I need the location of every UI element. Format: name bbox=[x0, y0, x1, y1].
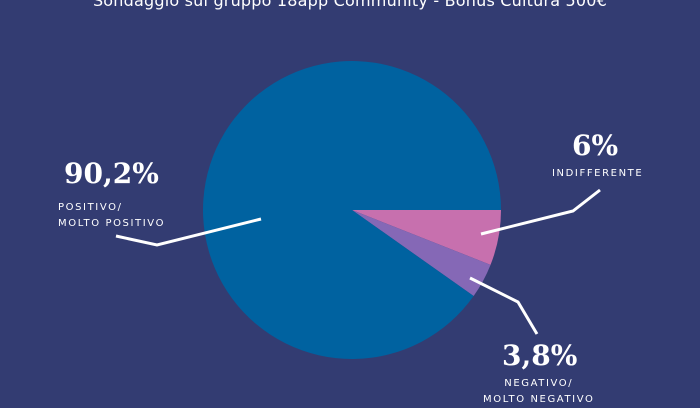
leader-line-positivo bbox=[115, 217, 262, 247]
slice-label-positivo-line-2: MOLTO POSITIVO bbox=[58, 218, 166, 229]
slice-label-positivo: POSITIVO/ MOLTO POSITIVO bbox=[58, 200, 165, 232]
leader-line-negativo bbox=[469, 276, 539, 335]
slice-negativo bbox=[352, 210, 491, 297]
slice-label-indifferente: INDIFFERENTE bbox=[552, 166, 643, 182]
slice-label-negativo-line-2: MOLTO NEGATIVO bbox=[483, 394, 595, 405]
slice-label-positivo-line-1: POSITIVO/ bbox=[58, 202, 123, 213]
slice-label-negativo: NEGATIVO/ MOLTO NEGATIVO bbox=[483, 376, 594, 408]
pie-slices bbox=[203, 61, 501, 360]
leader-line-indifferente bbox=[480, 188, 601, 236]
slice-percent-indifferente: 6% bbox=[572, 129, 619, 162]
slice-percent-negativo: 3,8% bbox=[502, 339, 578, 372]
slice-indifferente bbox=[352, 210, 501, 265]
slice-percent-positivo: 90,2% bbox=[64, 157, 159, 190]
chart-title: Sondaggio sul gruppo 18app Community - B… bbox=[92, 0, 608, 10]
slice-label-negativo-line-1: NEGATIVO/ bbox=[504, 378, 574, 389]
slice-positivo bbox=[203, 61, 501, 360]
slice-label-indifferente-line-1: INDIFFERENTE bbox=[552, 168, 644, 179]
leader-lines bbox=[115, 188, 601, 335]
